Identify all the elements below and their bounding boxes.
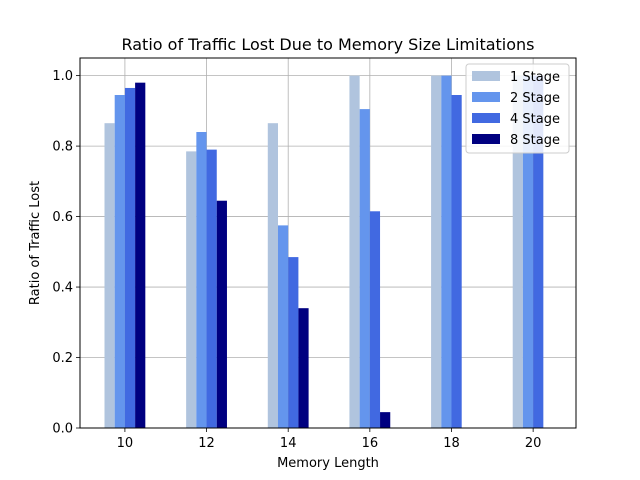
bar-1-stage-16 — [349, 75, 360, 428]
legend: 1 Stage 2 Stage 4 Stage 8 Stage — [465, 63, 570, 154]
bar-2-stage-20 — [522, 75, 534, 428]
x-axis-label: Memory Length — [277, 456, 379, 471]
x-tick-label: 12 — [198, 436, 215, 451]
legend-label: 2 Stage — [510, 91, 560, 106]
x-tick-label: 16 — [362, 436, 379, 451]
bar-1-stage-12 — [186, 151, 197, 428]
bars — [104, 75, 544, 429]
legend-swatch — [472, 134, 500, 144]
legend-label: 8 Stage — [510, 133, 560, 148]
x-axis-ticks: 10 12 14 16 18 20 — [117, 428, 542, 451]
y-tick-label: 0.0 — [52, 422, 73, 437]
bar-2-stage-18 — [441, 75, 452, 428]
y-axis-ticks: 0.0 0.2 0.4 0.6 0.8 1.0 — [52, 69, 80, 437]
legend-swatch — [472, 92, 500, 102]
bar-4-stage-18 — [451, 95, 462, 428]
bar-2-stage-12 — [196, 132, 207, 428]
x-tick-label: 18 — [443, 436, 460, 451]
bar-8-stage-16 — [380, 412, 391, 428]
legend-label: 4 Stage — [510, 112, 560, 127]
bar-8-stage-14 — [298, 308, 309, 428]
x-tick-label: 14 — [280, 436, 297, 451]
y-axis-label: Ratio of Traffic Lost — [28, 181, 43, 305]
bar-1-stage-20 — [512, 75, 523, 428]
bar-4-stage-14 — [288, 257, 299, 428]
bar-1-stage-10 — [104, 123, 115, 428]
y-tick-label: 0.6 — [52, 210, 73, 225]
plot-frame — [79, 57, 577, 429]
bar-8-stage-12 — [216, 200, 227, 428]
bar-2-stage-14 — [277, 225, 289, 428]
legend-swatch — [472, 113, 500, 123]
bar-2-stage-10 — [114, 95, 125, 428]
legend-label: 1 Stage — [510, 70, 560, 85]
bar-4-stage-16 — [369, 211, 381, 428]
y-tick-label: 0.2 — [52, 351, 73, 366]
legend-swatch — [472, 71, 500, 81]
y-tick-label: 0.4 — [52, 281, 73, 296]
y-tick-label: 0.8 — [52, 140, 73, 155]
bar-1-stage-18 — [431, 75, 442, 428]
bar-8-stage-10 — [135, 82, 146, 429]
x-tick-label: 10 — [117, 436, 134, 451]
x-tick-label: 20 — [525, 436, 542, 451]
bar-4-stage-12 — [206, 149, 217, 428]
legend-box — [465, 63, 570, 154]
bar-1-stage-14 — [267, 123, 278, 428]
bar-4-stage-20 — [533, 75, 544, 428]
chart-title: Ratio of Traffic Lost Due to Memory Size… — [121, 35, 534, 54]
y-tick-label: 1.0 — [52, 69, 73, 84]
bar-2-stage-16 — [359, 109, 370, 428]
bar-4-stage-10 — [124, 87, 136, 428]
